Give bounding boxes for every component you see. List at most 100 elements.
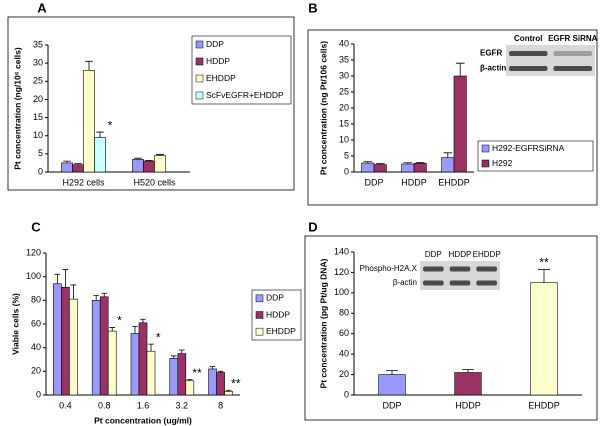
bar [454,372,482,396]
error-bar [403,162,413,164]
blot-row-label: Phospho-H2A.X [360,264,418,273]
y-tick-label: 5 [38,148,43,158]
y-tick-label: 20 [339,369,349,379]
error-bar [70,284,77,300]
error-bar [74,163,82,165]
blot-row-label: β-actin [480,64,506,73]
panel-letter: D [308,219,317,234]
y-tick-label: 20 [31,366,41,376]
significance-label: ** [192,366,202,380]
y-tick-label: 120 [334,267,349,277]
legend-label: DDP [266,293,284,303]
y-tick-label: 35 [33,39,43,49]
bar [107,330,117,396]
y-tick-label: 60 [31,318,41,328]
error-bar [134,157,142,160]
blot-image [506,45,595,76]
x-tick-label: DDP [382,400,401,410]
y-tick-label: 35 [339,54,349,64]
legend-label: ScFvEGFR+EHDDP [206,90,284,100]
panel-frame [304,235,598,421]
bar [401,163,415,173]
legend-swatch [481,144,490,153]
bar [177,353,187,396]
legend-swatch [195,74,204,83]
y-tick-label: 10 [33,130,43,140]
legend-label: EHDDP [206,73,236,83]
y-tick-label: 10 [339,134,349,144]
error-bar [54,273,61,284]
blot-image [420,261,500,290]
x-tick-label: 3.2 [176,400,189,410]
error-bar [101,292,108,297]
y-tick-label: 100 [26,271,41,281]
blot-band [423,280,444,286]
error-bar [156,154,164,156]
y-tick-label: 80 [31,295,41,305]
significance-label: * [117,314,122,328]
bar [61,162,73,173]
y-tick-label: 0 [36,389,41,399]
y-tick-label: 25 [33,76,43,86]
panel-letter: A [37,0,47,15]
error-bar [386,370,398,375]
y-tick-label: 0 [344,166,349,176]
x-tick-label: 1.6 [137,400,150,410]
error-bar [225,389,232,392]
error-bar [375,163,385,165]
y-tick-label: 25 [339,86,349,96]
bar [94,137,106,173]
y-tick-label: 60 [339,328,349,338]
bar [378,374,406,396]
legend-swatch [195,40,204,49]
bar [185,380,195,396]
y-tick-label: 0 [344,389,349,399]
y-tick-label: 20 [33,94,43,104]
panel-frame [307,29,598,206]
bar [530,282,558,396]
bar [453,75,467,173]
error-bar [140,318,146,323]
y-tick-label: 120 [26,247,41,257]
x-tick-label: HDDP [401,177,427,187]
y-tick-label: 140 [334,246,349,256]
bar [132,159,144,173]
error-bar [187,379,193,381]
blot-band [509,51,548,56]
legend-swatch [255,327,264,336]
blot-band [476,266,497,272]
blot-row-label: EGFR [480,49,502,58]
bar [53,283,62,396]
x-tick-label: HDDP [455,400,481,410]
y-axis-label: Pt concentration (pg Pt/ug DNA) [318,258,328,388]
legend-label: H292-EGFRSiRNA [492,143,565,153]
bar [224,391,233,396]
blot-band [553,66,592,71]
error-bar [363,161,373,164]
y-tick-label: 30 [33,58,43,68]
x-tick-label: H520 cells [133,177,176,187]
error-bar [132,325,138,334]
panel-letter: B [308,0,317,15]
x-tick-label: EHDDP [438,177,470,187]
error-bar [63,160,71,163]
bar [413,163,427,173]
legend-swatch [195,57,204,66]
bar [99,296,109,396]
bar [373,164,387,173]
legend-box [191,35,292,105]
legend-swatch [481,159,490,168]
legend-swatch [195,91,204,100]
error-bar [145,159,153,162]
legend-swatch [255,311,264,319]
x-tick-label: EHDDP [528,400,560,410]
error-bar [217,370,224,373]
significance-label: * [108,118,113,132]
y-tick-label: 15 [339,118,349,128]
bar [143,160,155,173]
bar [216,372,225,396]
blot-column-label: HDDP [449,250,472,259]
bar [72,164,84,173]
y-tick-label: 40 [339,38,349,48]
bar [91,300,101,396]
